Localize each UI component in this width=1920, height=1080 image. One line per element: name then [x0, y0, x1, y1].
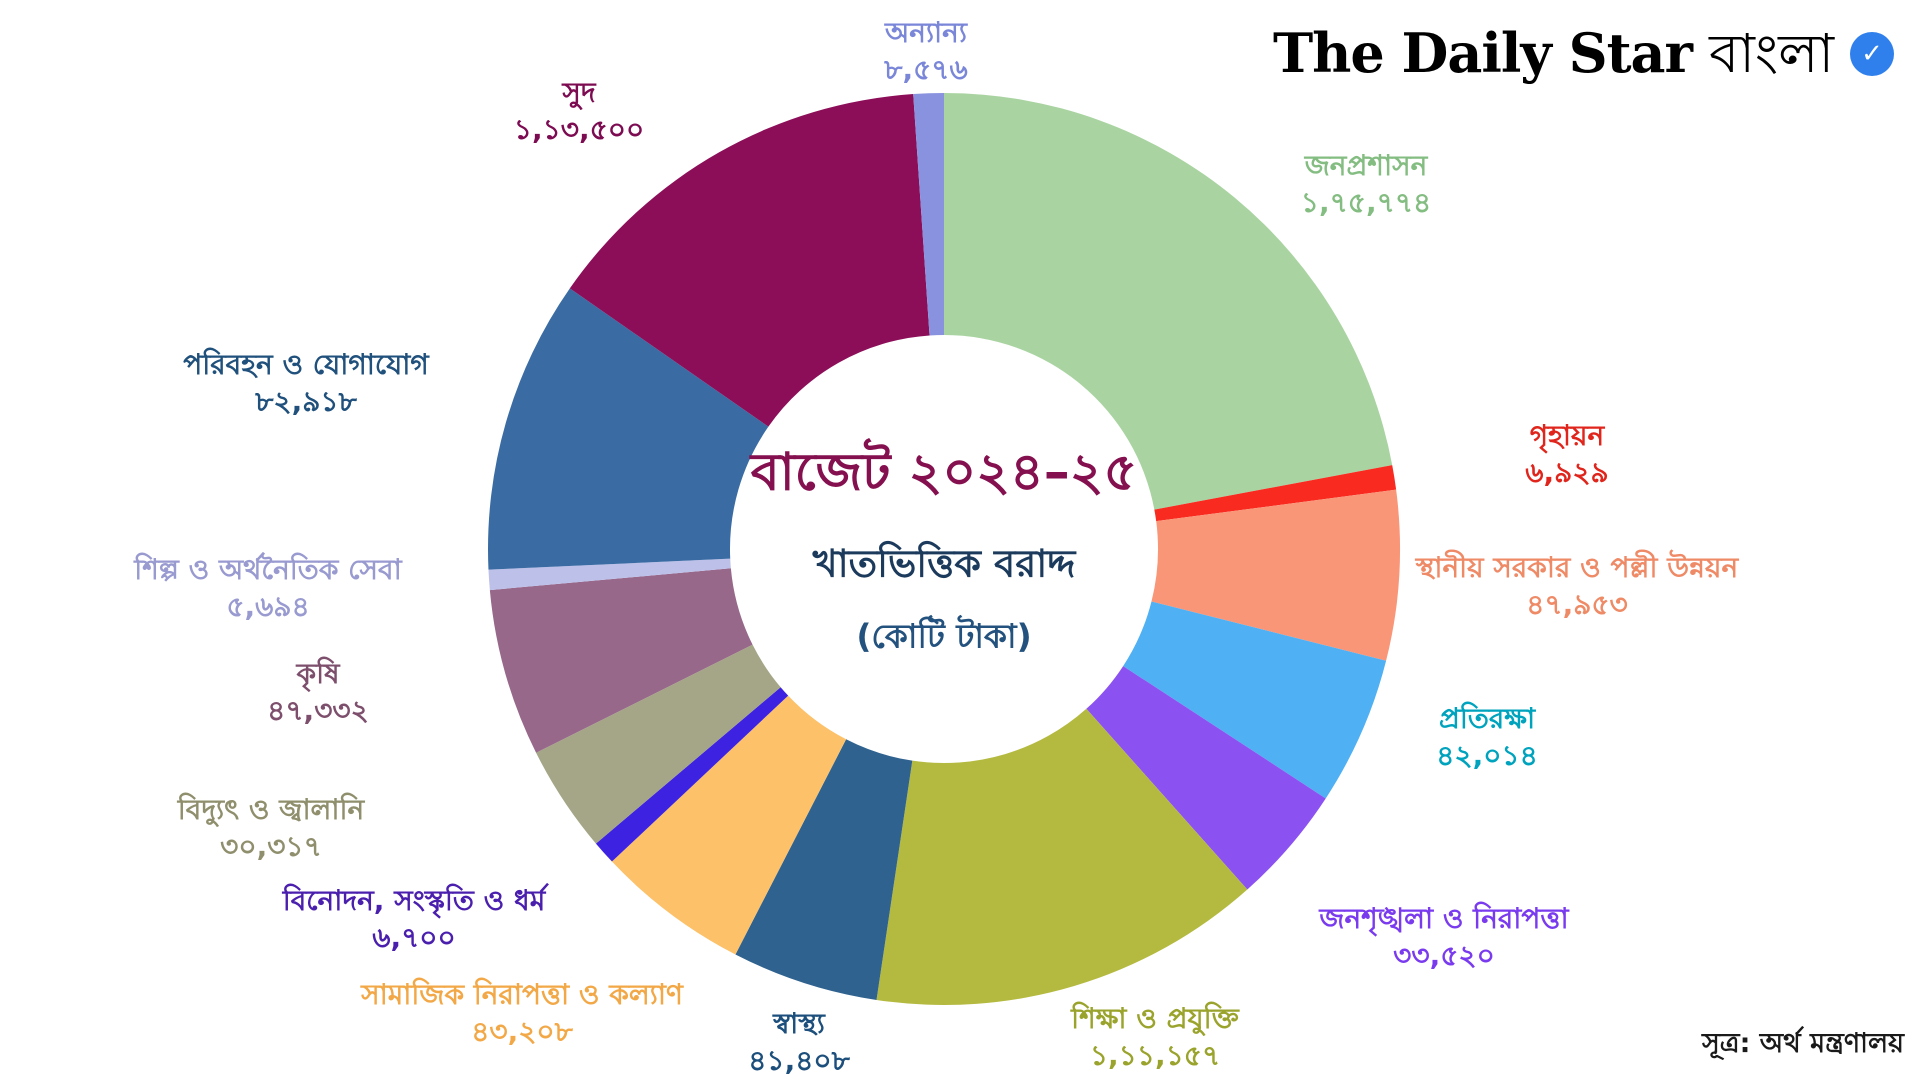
- donut-segment-12: [488, 558, 731, 591]
- donut-segment-14: [569, 94, 930, 427]
- donut-segment-4: [1123, 601, 1387, 799]
- donut-segment-1: [944, 93, 1393, 510]
- brand-header: The Daily Star বাংলা ✓: [1273, 26, 1894, 81]
- donut-segment-11: [489, 568, 753, 753]
- brand-logo: The Daily Star বাংলা: [1273, 26, 1834, 81]
- donut-segment-15: [913, 93, 944, 336]
- donut-segment-3: [1151, 489, 1400, 661]
- source-note: সূত্র: অর্থ মন্ত্রণালয়: [1701, 1028, 1904, 1059]
- chart-subtitle: খাতভিত্তিক বরাদ্দ: [812, 541, 1076, 586]
- donut-segment-2: [1154, 465, 1397, 522]
- donut-segment-9: [595, 687, 789, 862]
- donut-segment-6: [876, 708, 1248, 1005]
- chart-title: বাজেট ২০২৪–২৫: [750, 442, 1138, 503]
- donut-segment-13: [487, 288, 769, 570]
- brand-name-text: The Daily Star: [1272, 21, 1693, 85]
- donut-segment-10: [536, 644, 781, 844]
- donut-segment-5: [1086, 666, 1326, 890]
- chart-unit-label: (কোটি টাকা): [856, 616, 1032, 656]
- verified-badge-icon: ✓: [1850, 31, 1894, 76]
- donut-segment-8: [611, 695, 847, 955]
- chart-center-text: বাজেট ২০২৪–২৫ খাতভিত্তিক বরাদ্দ (কোটি টা…: [751, 432, 1138, 667]
- donut-segment-7: [735, 739, 913, 1000]
- brand-suffix-text: বাংলা: [1709, 22, 1834, 85]
- checkmark-icon: ✓: [1861, 38, 1883, 69]
